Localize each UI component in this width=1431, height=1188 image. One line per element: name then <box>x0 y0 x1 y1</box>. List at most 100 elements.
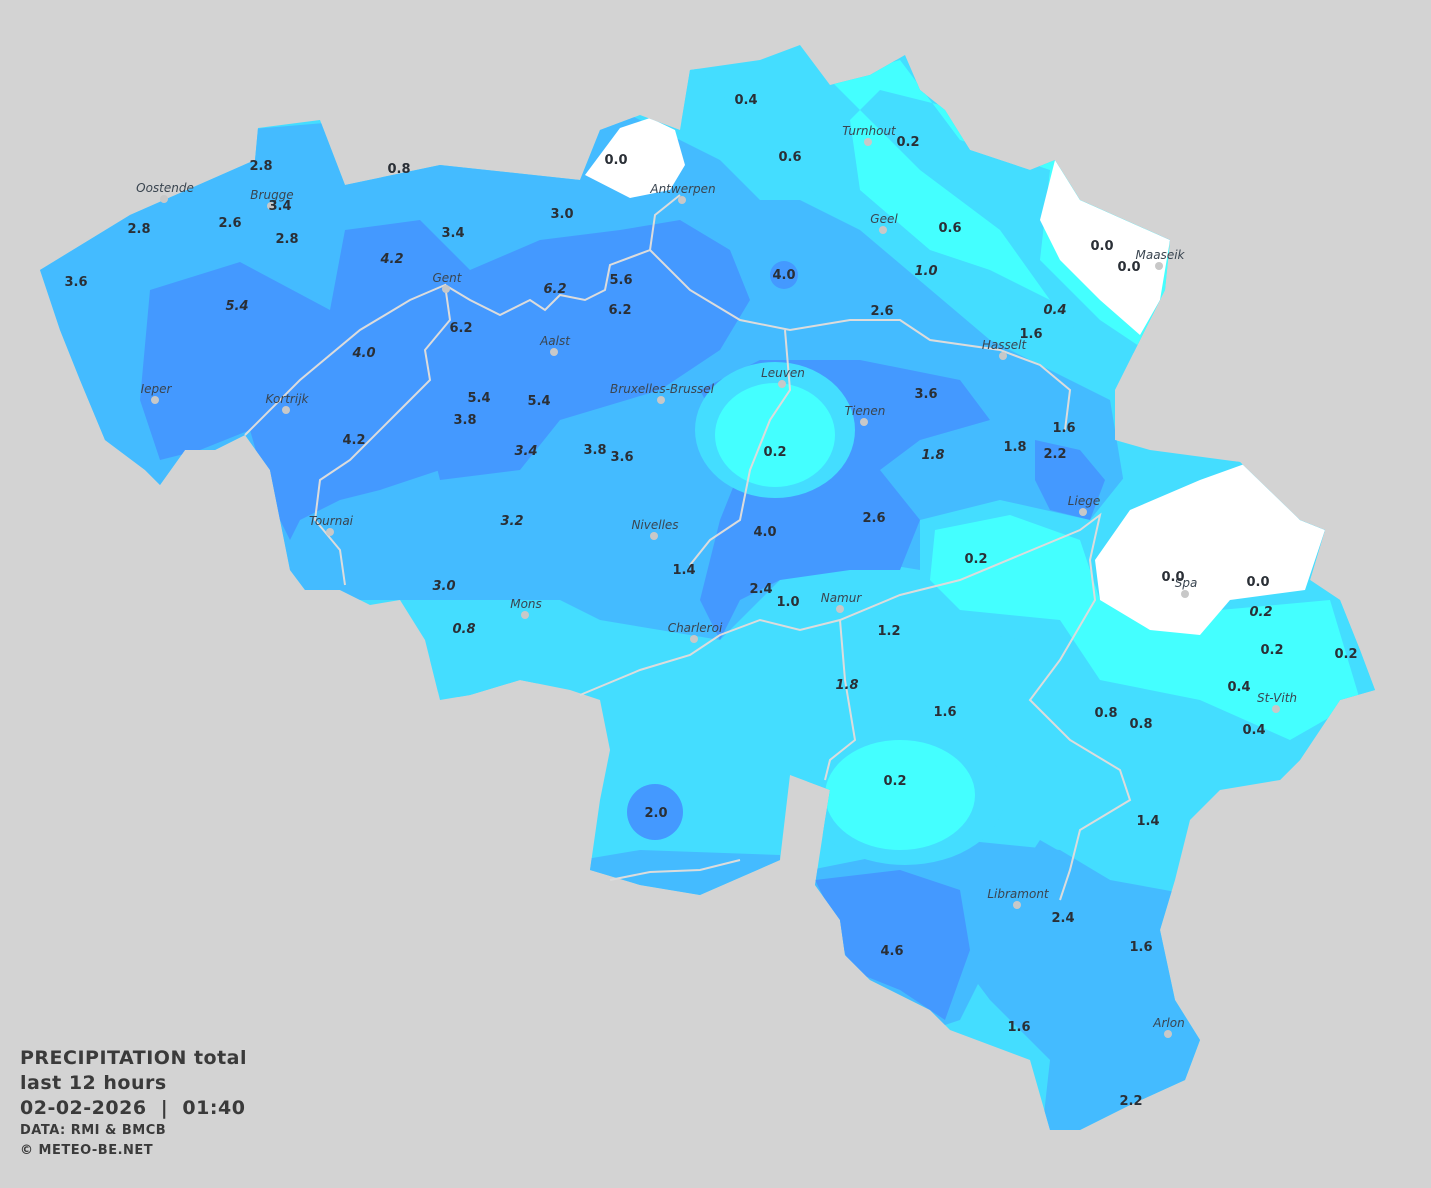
zone-moderate-chimay <box>580 850 780 900</box>
zone-verylight-south <box>825 740 975 850</box>
city-dot <box>678 196 686 204</box>
zone-none-antwerpen <box>585 118 685 198</box>
precip-value: 6.2 <box>449 321 472 336</box>
precip-value: 0.8 <box>387 162 410 177</box>
city-name: Charleroi <box>668 621 723 635</box>
precip-value: 1.4 <box>672 563 695 578</box>
city-antwerpen: Antwerpen <box>649 182 716 204</box>
precip-value: 0.6 <box>778 150 801 165</box>
city-liege: Liege <box>1068 494 1100 516</box>
city-nivelles: Nivelles <box>631 518 679 540</box>
precip-value: 0.4 <box>1242 723 1265 738</box>
city-dot <box>267 202 275 210</box>
precip-value: 0.2 <box>763 445 786 460</box>
river-scheldt <box>244 283 452 586</box>
city-charleroi: Charleroi <box>668 621 723 643</box>
city-maaseik: Maaseik <box>1136 248 1186 270</box>
precip-value: 5.4 <box>225 299 248 314</box>
city-dot <box>1079 508 1087 516</box>
precip-value: 3.2 <box>500 514 523 529</box>
precip-value: 0.0 <box>1161 570 1184 585</box>
precip-value: 0.0 <box>1246 575 1269 590</box>
zone-verylight-leuven <box>715 383 835 487</box>
zone-heavy-central <box>140 220 750 540</box>
city-name: Bruxelles-Brussel <box>610 382 715 396</box>
zone-none-maaseik <box>1040 160 1170 335</box>
zone-verylight-east <box>930 515 1360 740</box>
precip-value: 2.6 <box>218 216 241 231</box>
map-legend: PRECIPITATION total last 12 hours 02-02-… <box>20 1046 247 1161</box>
precip-value: 2.8 <box>249 159 272 174</box>
precip-value: 3.6 <box>610 450 633 465</box>
river-sambre-meuse <box>579 512 1132 901</box>
city-name: Tienen <box>845 404 886 418</box>
city-dot <box>550 348 558 356</box>
precip-value: 4.0 <box>351 346 375 361</box>
precip-value: 4.0 <box>753 525 776 540</box>
precip-value: 4.2 <box>379 252 403 267</box>
city-name: Leuven <box>761 366 805 380</box>
precip-value: 5.4 <box>467 391 490 406</box>
city-st-vith: St-Vith <box>1257 691 1297 713</box>
precip-value: 0.4 <box>1043 303 1066 318</box>
precip-value: 4.0 <box>772 268 795 283</box>
precipitation-values: 0.4 0.6 0.2 0.0 0.8 2.8 3.4 2.6 2.8 2.8 3.6 3.0 3.4 4… <box>64 93 1357 1109</box>
city-name: Ieper <box>141 382 173 396</box>
precip-value: 2.4 <box>1051 911 1074 926</box>
river-dijle-south <box>689 329 792 566</box>
precip-value: 3.4 <box>514 444 537 459</box>
data-source: DATA: RMI & BMCB <box>20 1123 167 1138</box>
precip-value: 0.8 <box>1129 717 1152 732</box>
precip-value: 3.4 <box>268 199 291 214</box>
city-name: Gent <box>433 271 463 285</box>
city-bruxelles-brussel: Bruxelles-Brussel <box>610 382 715 404</box>
city-aalst: Aalst <box>539 334 571 356</box>
map-datetime: 02-02-2026 | 01:40 <box>20 1097 246 1119</box>
city-dot <box>1013 901 1021 909</box>
city-name: Spa <box>1175 576 1198 590</box>
precip-value: 3.6 <box>914 387 937 402</box>
precip-value: 0.0 <box>604 153 627 168</box>
zone-heavy-cell-southwest <box>627 784 683 840</box>
city-dot <box>879 226 887 234</box>
precip-value: 6.2 <box>608 303 631 318</box>
city-name: Turnhout <box>842 124 897 138</box>
precip-value: 0.2 <box>1334 647 1357 662</box>
city-dot <box>1272 705 1280 713</box>
precip-value: 3.8 <box>453 413 476 428</box>
precip-value: 0.4 <box>1227 680 1250 695</box>
city-name: Oostende <box>136 181 194 195</box>
city-dot <box>326 528 334 536</box>
city-dot <box>1181 590 1189 598</box>
city-spa: Spa <box>1175 576 1198 598</box>
city-name: Hasselt <box>982 338 1028 352</box>
precip-value: 0.2 <box>883 774 906 789</box>
city-name: Liege <box>1068 494 1100 508</box>
city-name: St-Vith <box>1257 691 1297 705</box>
city-namur: Namur <box>821 591 863 613</box>
city-dot <box>864 138 872 146</box>
river-dijle <box>649 249 1072 431</box>
precip-value: 1.6 <box>933 705 956 720</box>
city-dot <box>650 532 658 540</box>
city-kortrijk: Kortrijk <box>266 392 310 414</box>
city-ieper: Ieper <box>141 382 173 404</box>
city-turnhout: Turnhout <box>842 124 897 146</box>
city-name: Libramont <box>987 887 1050 901</box>
precip-value: 1.6 <box>1019 327 1042 342</box>
precip-value: 1.4 <box>1136 814 1159 829</box>
precip-value: 0.8 <box>452 622 475 637</box>
city-name: Namur <box>821 591 863 605</box>
precip-value: 3.8 <box>583 443 606 458</box>
city-mons: Mons <box>510 597 542 619</box>
precip-value: 0.8 <box>1094 706 1117 721</box>
city-dot <box>521 611 529 619</box>
precip-value: 5.6 <box>609 273 632 288</box>
precip-value: 2.2 <box>1043 447 1066 462</box>
city-leuven: Leuven <box>761 366 805 388</box>
city-dot <box>151 396 159 404</box>
city-name: Tournai <box>309 514 354 528</box>
city-labels: Oostende Brugge Antwerpen Turnhout Geel Maase… <box>136 124 1297 1038</box>
